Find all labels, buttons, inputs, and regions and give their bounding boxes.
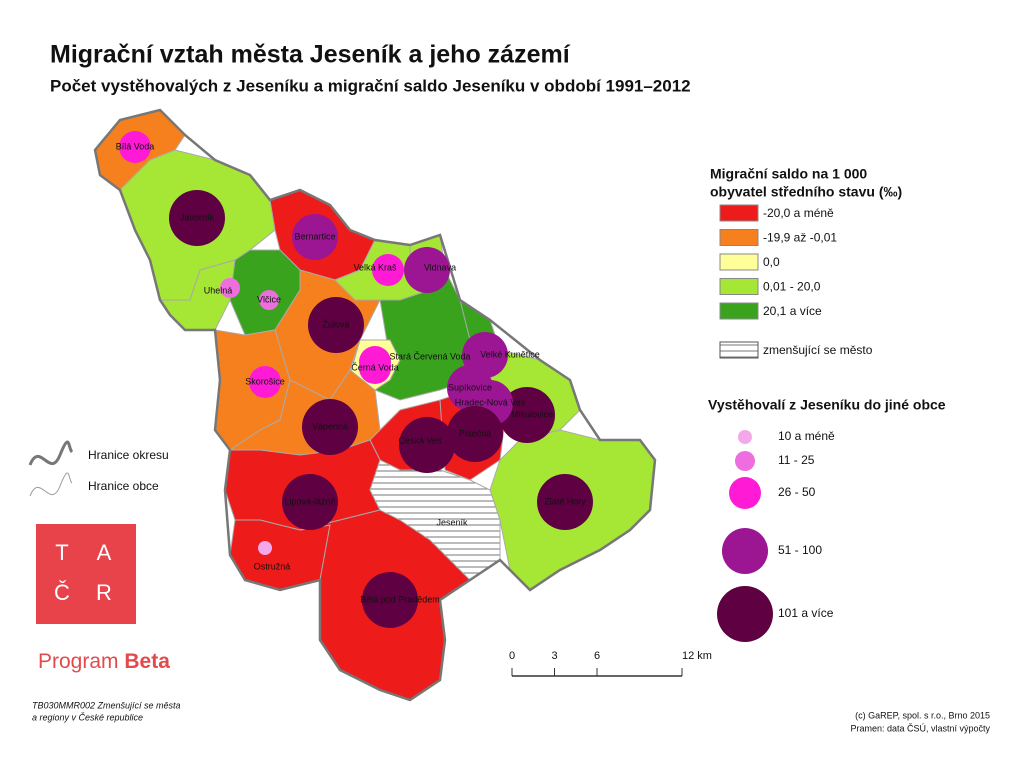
emigrant-circle [308,297,364,353]
legend-circle [717,586,773,642]
municipality-label: Skorošice [245,376,285,386]
emigrant-circle [292,214,338,260]
subtitle: Počet vystěhovalých z Jeseníku a migračn… [50,76,691,95]
municipality-label: Černá Voda [351,362,399,372]
municipality-label: Hradec-Nová Ves [455,397,526,407]
municipality-label: Vidnava [424,262,456,272]
emigrant-circle [282,474,338,530]
scale-label: 6 [594,650,600,662]
emigrant-circle [447,406,503,462]
legend-label: 0,0 [763,255,780,269]
legend-circle [735,451,755,471]
emigrant-circle [249,366,281,398]
legend-swatch [719,278,759,295]
logo-letter: Č [54,580,70,605]
credits: Pramen: data ČSÚ, vlastní výpočty [850,723,990,733]
municipality-label: Bílá Voda [116,141,155,151]
legend-label: 11 - 25 [778,453,815,467]
municipality-label: Vápenná [312,421,348,431]
municipality-label: Česká Ves [398,435,442,445]
emigrant-circle [169,190,225,246]
logo-box [36,524,136,624]
municipality-label: Lipová-lázně [284,496,335,506]
emigrant-circle [119,131,151,163]
legend-title: Migrační saldo na 1 000 [710,166,867,182]
district-outline [93,108,657,702]
municipality-label: Žulová [322,319,349,329]
emigrant-circle [302,399,358,455]
district-boundary-icon [28,440,74,466]
emigrant-circle [399,417,455,473]
program-word: Program [38,650,119,673]
legend-swatch [719,253,759,271]
labels: Bílá Voda Javorník Bernartice Velká Kraš Vid… [116,141,587,604]
municipality-label: Uhelná [204,285,233,295]
emigrant-circle [258,541,272,555]
municipality-label: Jeseník [436,517,468,527]
municipality-label: Javorník [180,212,215,222]
legend-circle [738,430,752,444]
credits: (c) GaREP, spol. s r.o., Brno 2015 [855,710,990,720]
municipality-label: Zlaté Hory [544,496,586,506]
scale-label: 3 [551,650,557,662]
footer-left: a regiony v České republice [32,712,143,722]
logo-letters: T A Č R [54,540,112,605]
legend-swatch [719,229,759,246]
footer-left: TB030MMR002 Zmenšující se města [32,700,181,710]
municipality-label: Mikulovice [511,409,553,419]
logo-letter: A [97,540,112,565]
municipality-label: Stará Červená Voda [389,351,470,361]
legend-label: 20,1 a více [763,304,822,318]
emigrant-circle [362,572,418,628]
municipality-label: Vlčice [257,294,281,304]
legend-label: 10 a méně [778,429,835,443]
legend-swatch [719,204,759,222]
legend-label: -20,0 a méně [763,206,834,220]
legend-label: zmenšující se město [763,343,873,357]
legend-title: Vystěhovalí z Jeseníku do jiné obce [708,397,946,413]
municipality-label: Bělá pod Pradědem [360,594,440,604]
municipality-label: Ostružná [254,561,291,571]
beta-word: Beta [124,650,170,673]
scale-label: 12 km [682,650,712,662]
legend-label: -19,9 až -0,01 [763,231,837,245]
emigrant-circle [499,387,555,443]
emigrant-circle [372,254,404,286]
legend-label: 0,01 - 20,0 [763,280,821,294]
circles [119,131,593,628]
municipality-label: Velká Kraš [353,262,397,272]
legend-circle [722,528,768,574]
municipality-label: Písečná [459,428,492,438]
emigrant-circle [220,278,240,298]
emigrant-circle [359,352,391,384]
municipality-label: Bernartice [294,231,335,241]
legend-swatch [719,302,759,320]
legend-title: obyvatel středního stavu (‰) [710,184,902,200]
scale-label: 0 [509,650,515,662]
title: Migrační vztah města Jeseník a jeho záze… [50,41,571,69]
legend-label: 26 - 50 [778,485,816,499]
legend-shrinking-swatch [719,341,759,359]
legend-label: 51 - 100 [778,543,822,557]
logo-letter: T [55,540,68,565]
emigrant-circle [404,247,450,293]
municipality-label: Supíkovice [448,382,492,392]
legend-circle [729,477,761,509]
emigrant-circle [537,474,593,530]
boundary-label: Hranice obce [88,479,159,493]
municipal-boundary-icon [29,472,73,497]
logo-letter: R [96,580,112,605]
boundary-label: Hranice okresu [88,448,169,462]
legend-label: 101 a více [778,606,834,620]
emigrant-circle [259,290,279,310]
program: Program Beta [38,650,170,673]
municipality-label: Velké Kunětice [480,349,540,359]
